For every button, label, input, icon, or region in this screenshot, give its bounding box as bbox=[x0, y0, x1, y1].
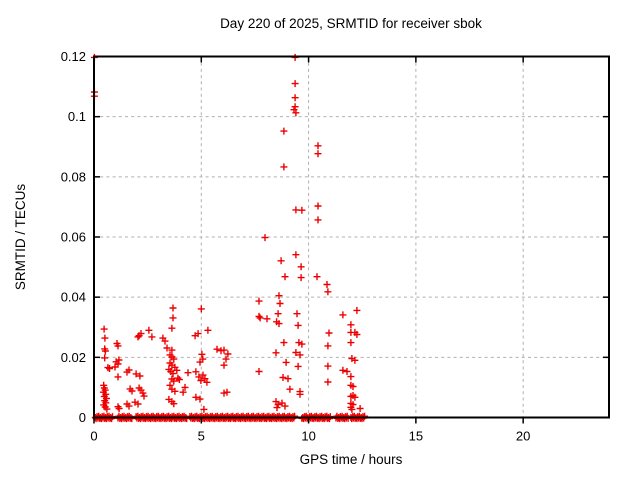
x-tick-label: 5 bbox=[198, 429, 205, 444]
x-axis-label: GPS time / hours bbox=[300, 452, 403, 467]
y-tick-label: 0.08 bbox=[61, 169, 86, 184]
x-tick-label: 10 bbox=[301, 429, 315, 444]
y-tick-label: 0.02 bbox=[61, 350, 86, 365]
y-tick-label: 0.1 bbox=[68, 109, 86, 124]
chart-title: Day 220 of 2025, SRMTID for receiver sbo… bbox=[220, 16, 482, 31]
y-axis-label: SRMTID / TECUs bbox=[13, 184, 28, 291]
chart-render-layer: 0 5 10 15 20 0 0.02 0.04 0.06 0.08 0.1 0.12 bbox=[61, 49, 610, 444]
y-tick-label: 0 bbox=[79, 410, 86, 425]
y-tick-label: 0.04 bbox=[61, 290, 86, 305]
x-tick-label: 20 bbox=[516, 429, 530, 444]
y-tick-label: 0.06 bbox=[61, 230, 86, 245]
x-tick-label: 0 bbox=[90, 429, 97, 444]
data-points bbox=[90, 53, 364, 413]
x-tick-label: 15 bbox=[409, 429, 423, 444]
y-tick-label: 0.12 bbox=[61, 49, 86, 64]
